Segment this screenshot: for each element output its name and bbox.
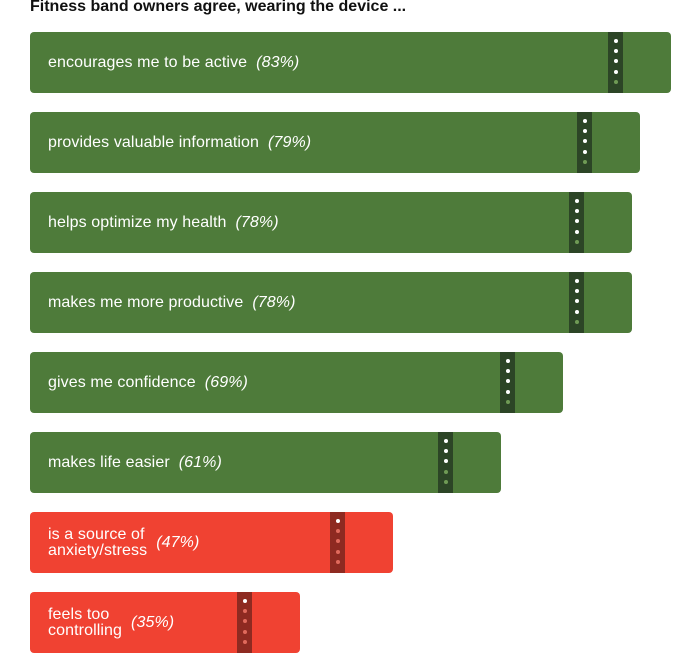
- band-strap: [438, 432, 453, 493]
- band-strap: [500, 352, 515, 413]
- category-label: helps optimize my health: [48, 213, 227, 231]
- band-hole-icon: [574, 289, 579, 294]
- band-hole-icon: [242, 629, 247, 634]
- bar-label: makes me more productive (78%): [48, 272, 296, 333]
- category-label: makes life easier: [48, 453, 170, 471]
- bar-label: provides valuable information (79%): [48, 112, 311, 173]
- band-hole-icon: [505, 369, 510, 374]
- band-hole-icon: [242, 599, 247, 603]
- bar-label: gives me confidence (69%): [48, 352, 248, 413]
- value-label: (78%): [235, 213, 279, 231]
- band-hole-icon: [443, 479, 448, 484]
- band-hole-icon: [335, 529, 340, 534]
- band-hole-icon: [443, 469, 448, 474]
- value-label: (79%): [268, 133, 312, 151]
- band-hole-icon: [582, 119, 587, 123]
- band-hole-icon: [582, 149, 587, 154]
- band-hole-icon: [582, 159, 587, 164]
- band-strap: [608, 32, 623, 93]
- band-hole-icon: [443, 459, 448, 464]
- bar-label: feels too controlling (35%): [48, 592, 174, 653]
- band-hole-icon: [242, 619, 247, 624]
- bar-3: makes me more productive (78%): [30, 272, 632, 333]
- band-hole-icon: [582, 139, 587, 144]
- category-label: is a source of anxiety/stress: [48, 525, 148, 559]
- bar-label: makes life easier (61%): [48, 432, 222, 493]
- band-hole-icon: [582, 129, 587, 134]
- band-hole-icon: [505, 389, 510, 394]
- value-label: (78%): [252, 293, 296, 311]
- band-hole-icon: [613, 69, 618, 74]
- band-hole-icon: [574, 229, 579, 234]
- band-hole-icon: [335, 519, 340, 523]
- band-hole-icon: [505, 399, 510, 404]
- band-hole-icon: [574, 239, 579, 244]
- value-label: (83%): [256, 53, 300, 71]
- category-label: provides valuable information: [48, 133, 260, 151]
- band-strap: [237, 592, 252, 653]
- band-hole-icon: [505, 359, 510, 363]
- band-hole-icon: [443, 439, 448, 443]
- band-hole-icon: [335, 549, 340, 554]
- value-label: (35%): [131, 613, 175, 631]
- band-hole-icon: [574, 279, 579, 283]
- band-hole-icon: [335, 559, 340, 564]
- band-hole-icon: [613, 59, 618, 64]
- band-hole-icon: [574, 309, 579, 314]
- band-strap: [569, 192, 584, 253]
- bar-1: provides valuable information (79%): [30, 112, 640, 173]
- value-label: (47%): [156, 533, 200, 551]
- band-hole-icon: [574, 319, 579, 324]
- band-hole-icon: [574, 199, 579, 203]
- category-label: gives me confidence: [48, 373, 196, 391]
- band-hole-icon: [574, 209, 579, 214]
- band-hole-icon: [443, 449, 448, 454]
- bar-label: is a source of anxiety/stress (47%): [48, 512, 199, 573]
- category-label: makes me more productive: [48, 293, 244, 311]
- band-hole-icon: [574, 299, 579, 304]
- bar-5: makes life easier (61%): [30, 432, 501, 493]
- bar-7: feels too controlling (35%): [30, 592, 300, 653]
- bar-label: helps optimize my health (78%): [48, 192, 279, 253]
- chart-title: Fitness band owners agree, wearing the d…: [30, 0, 407, 15]
- value-label: (61%): [178, 453, 222, 471]
- bar-label: encourages me to be active (83%): [48, 32, 299, 93]
- bar-0: encourages me to be active (83%): [30, 32, 671, 93]
- category-label: encourages me to be active: [48, 53, 248, 71]
- band-strap: [577, 112, 592, 173]
- band-hole-icon: [335, 539, 340, 544]
- band-strap: [569, 272, 584, 333]
- band-hole-icon: [613, 39, 618, 43]
- category-label: feels too controlling: [48, 605, 123, 639]
- band-hole-icon: [242, 639, 247, 644]
- band-strap: [330, 512, 345, 573]
- bar-2: helps optimize my health (78%): [30, 192, 632, 253]
- band-hole-icon: [613, 49, 618, 54]
- band-hole-icon: [613, 79, 618, 84]
- band-hole-icon: [242, 609, 247, 614]
- band-hole-icon: [505, 379, 510, 384]
- band-hole-icon: [574, 219, 579, 224]
- bar-4: gives me confidence (69%): [30, 352, 563, 413]
- bar-6: is a source of anxiety/stress (47%): [30, 512, 393, 573]
- value-label: (69%): [204, 373, 248, 391]
